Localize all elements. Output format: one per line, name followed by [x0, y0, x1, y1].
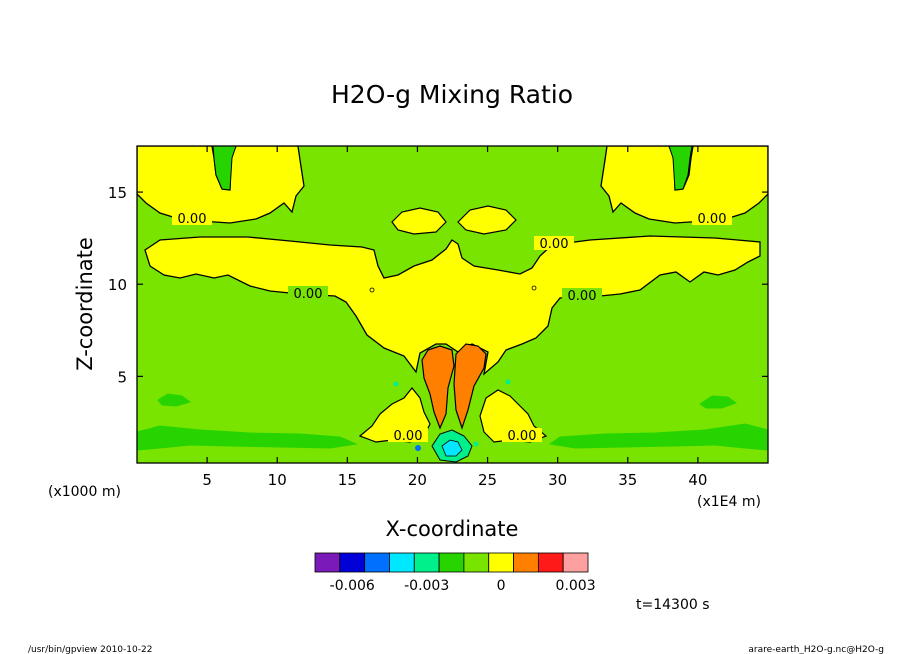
colorbar-tick-label: -0.003: [404, 578, 449, 594]
x-tick-label: 35: [618, 471, 637, 489]
region-mid-left-negative: [157, 393, 192, 407]
x-tick-label: 40: [688, 471, 707, 489]
region-mid-right-negative: [699, 395, 738, 409]
region-core-right-strong: [453, 343, 487, 430]
x-tick-label: 10: [268, 471, 287, 489]
x-tick-label: 15: [338, 471, 357, 489]
colorbar-swatch: [488, 552, 514, 573]
chart-title: H2O-g Mixing Ratio: [331, 80, 573, 109]
speck-6: [531, 285, 537, 291]
colorbar-tick-label: 0: [497, 578, 506, 594]
colorbar-swatch: [463, 552, 490, 573]
time-label: t=14300 s: [636, 597, 710, 613]
region-bottom-strong-negative: [441, 439, 463, 457]
contour-labels: 0.00 0.00 0.00 0.00 0.00 0.00 0.00: [172, 211, 732, 444]
contour-label: 0.00: [540, 237, 569, 252]
y-tick-label: 5: [117, 368, 127, 386]
colorbar-tick-label: -0.006: [330, 578, 375, 594]
plot-area: [137, 146, 768, 463]
speck-1: [415, 445, 421, 451]
colorbar: [314, 552, 589, 573]
colorbar-ticks: -0.006 -0.003 0 0.003: [330, 578, 596, 594]
footer-left: /usr/bin/gpview 2010-10-22: [28, 645, 152, 654]
colorbar-swatch: [438, 552, 465, 573]
plot-frame: [136, 145, 769, 464]
colorbar-swatch: [413, 552, 440, 573]
x-unit-left: (x1000 m): [48, 484, 121, 500]
y-tick-label: 15: [108, 184, 127, 202]
region-upper-center-right: [457, 205, 517, 235]
x-tick-label: 30: [548, 471, 567, 489]
colorbar-swatch: [314, 552, 341, 573]
contour-label: 0.00: [698, 212, 727, 227]
x-axis: 5 10 15 20 25 30 35 40: [202, 146, 707, 489]
x-tick-label: 25: [478, 471, 497, 489]
footer-right: arare-earth_H2O-g.nc@H2O-g: [748, 645, 884, 654]
region-upper-left-inner: [212, 146, 237, 191]
y-tick-label: 10: [108, 276, 127, 294]
colorbar-swatch: [537, 552, 564, 573]
region-lower-right-negative: [548, 423, 768, 451]
x-unit-right: (x1E4 m): [697, 494, 761, 510]
x-tick-label: 20: [408, 471, 427, 489]
region-upper-right-inner: [668, 146, 693, 191]
contour-label: 0.00: [394, 429, 423, 444]
colorbar-swatch: [389, 552, 415, 573]
x-tick-label: 5: [202, 471, 212, 489]
region-core-left-strong: [421, 345, 455, 430]
x-axis-label: X-coordinate: [386, 517, 519, 541]
speck-4: [505, 379, 511, 385]
colorbar-swatch: [364, 552, 390, 573]
region-upper-center-left: [391, 207, 447, 235]
colorbar-swatch: [562, 552, 589, 573]
speck-2: [473, 441, 479, 447]
speck-3: [393, 381, 399, 387]
colorbar-swatch: [513, 552, 539, 573]
y-axis: 5 10 15: [108, 184, 768, 386]
speck-5: [369, 287, 375, 293]
region-lower-left-negative: [137, 425, 358, 451]
region-central-anvil-positive: [144, 235, 761, 376]
contour-label: 0.00: [568, 289, 597, 304]
colorbar-tick-label: 0.003: [556, 578, 596, 594]
contour-label: 0.00: [508, 429, 537, 444]
y-axis-label: Z-coordinate: [73, 237, 97, 371]
colorbar-swatch: [339, 552, 366, 573]
contour-label: 0.00: [294, 287, 323, 302]
contour-label: 0.00: [178, 212, 207, 227]
